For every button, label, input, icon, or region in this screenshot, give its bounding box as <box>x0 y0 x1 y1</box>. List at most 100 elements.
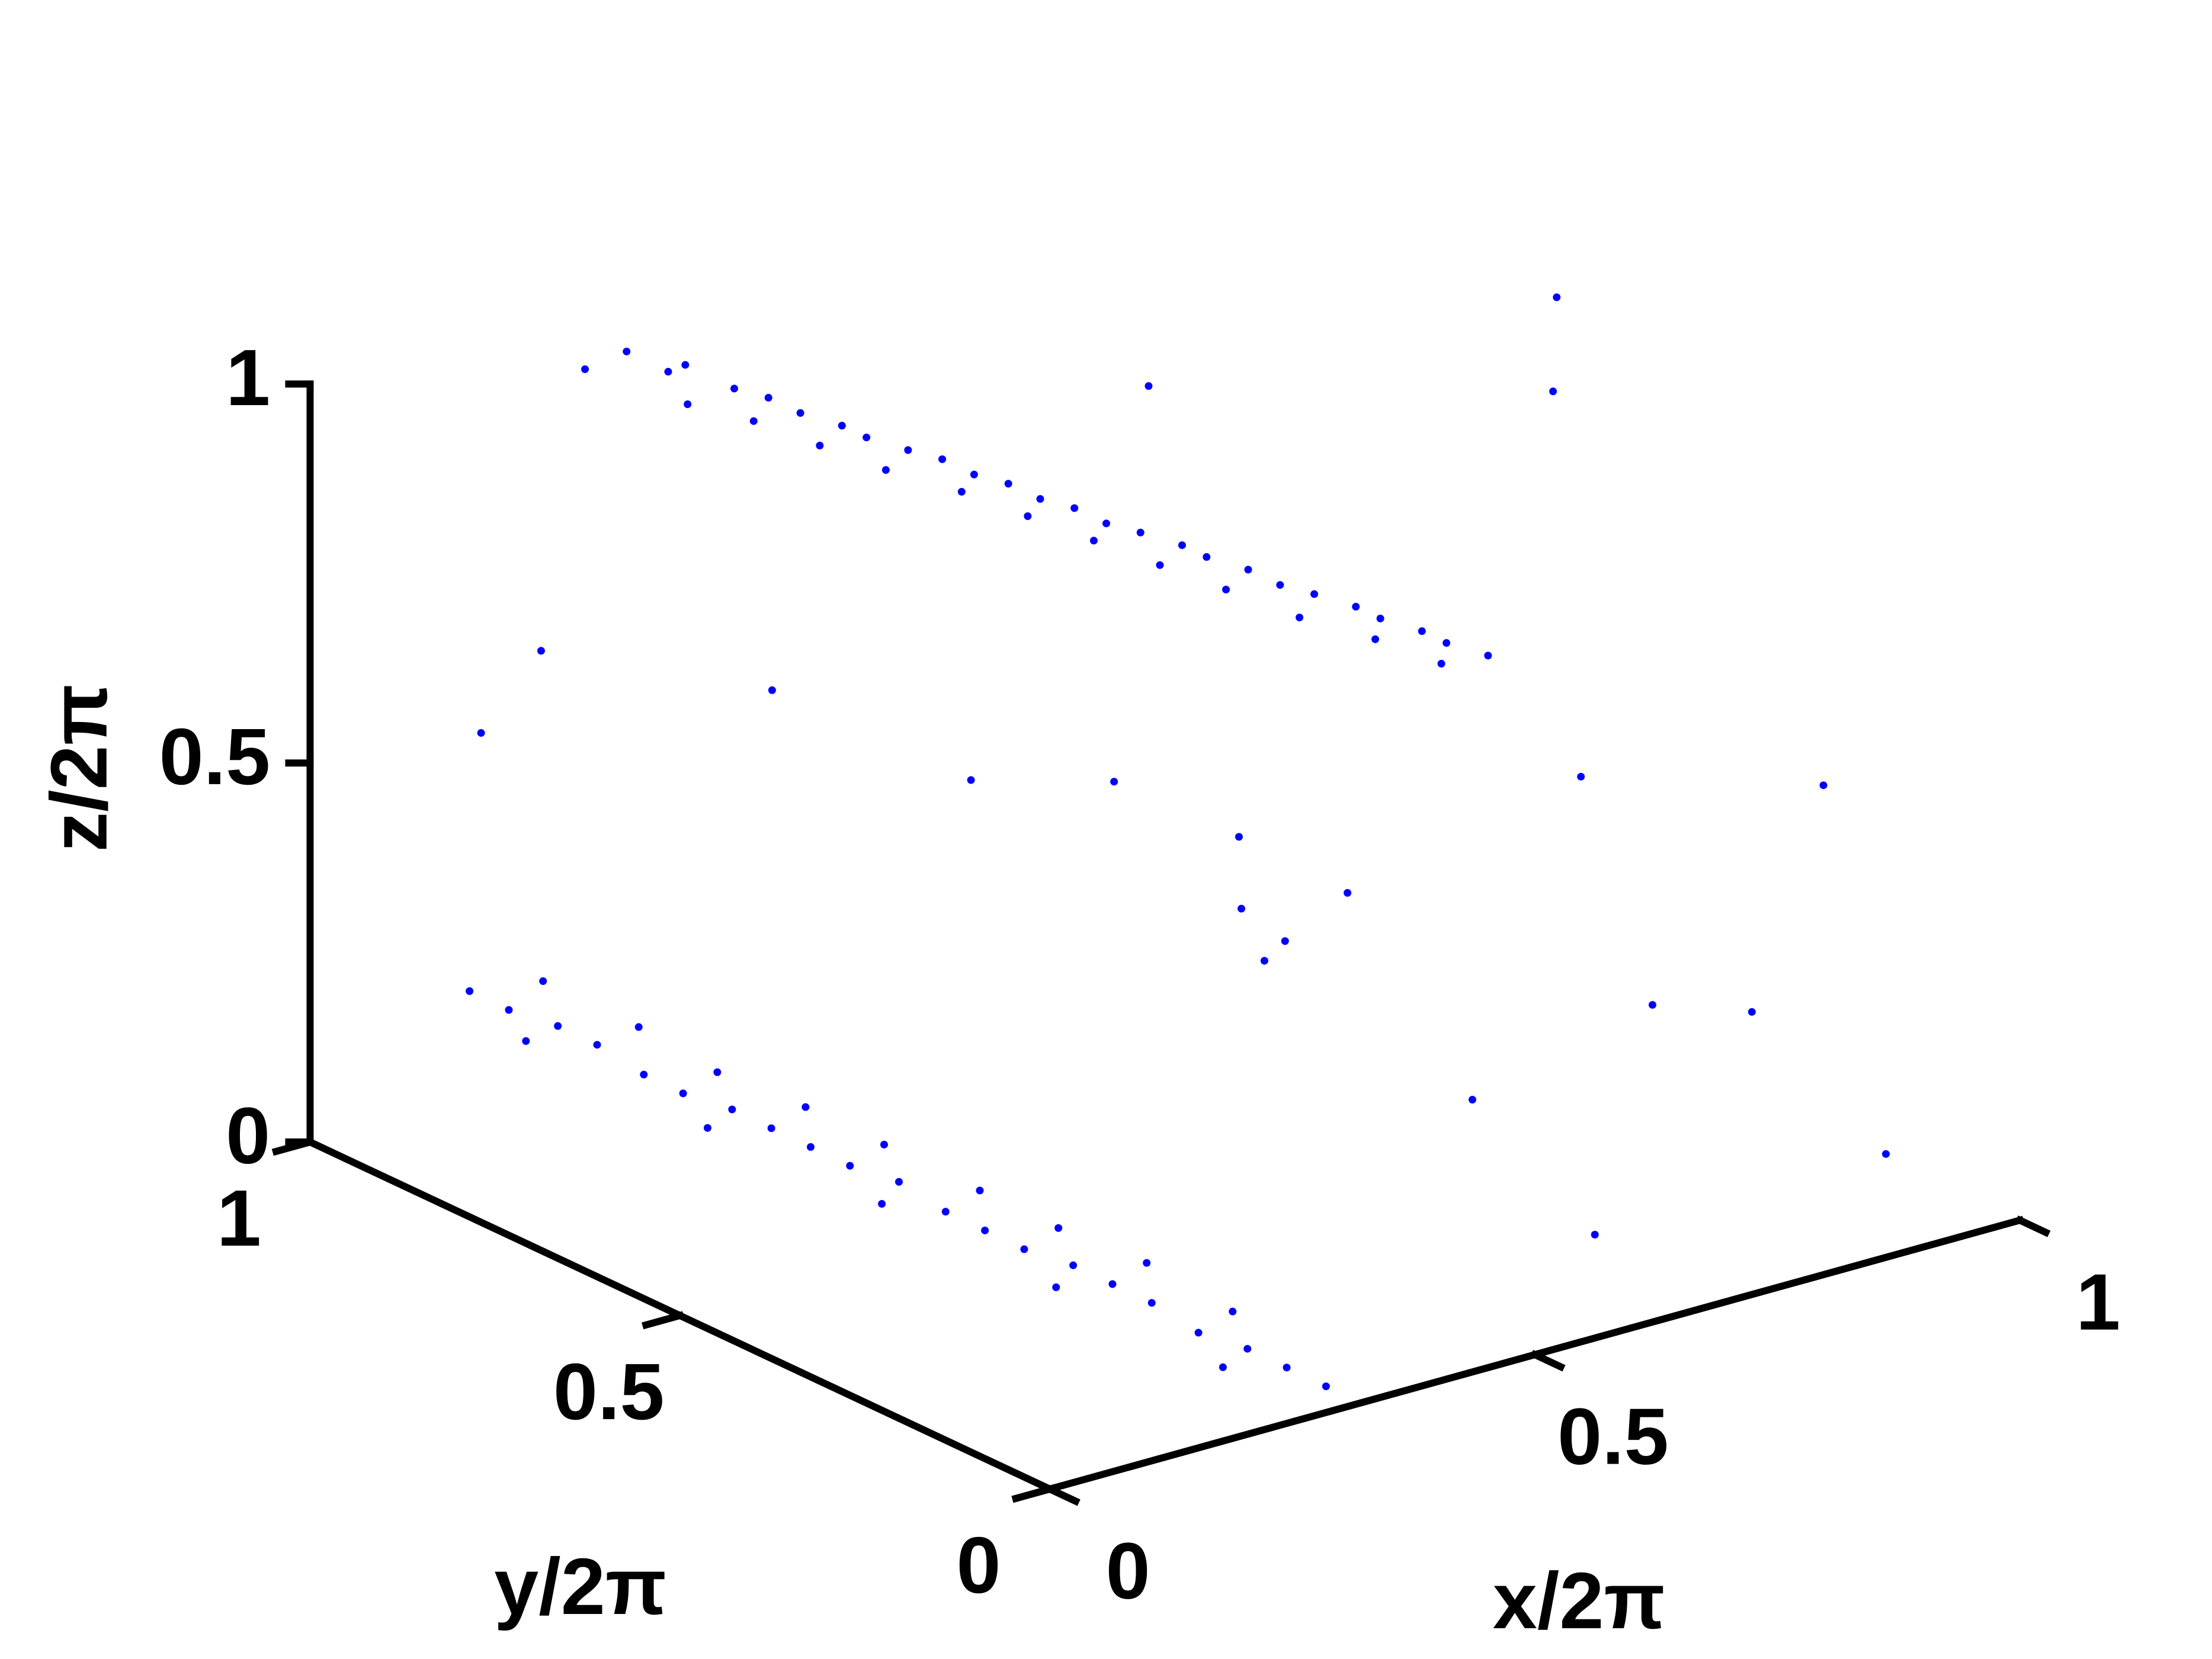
point <box>1748 1007 1756 1016</box>
point <box>581 365 589 373</box>
point <box>1418 627 1426 636</box>
point <box>1020 1245 1028 1253</box>
y-tick-label: 1 <box>217 1173 261 1263</box>
point <box>1070 504 1079 512</box>
point <box>1143 1259 1151 1267</box>
point <box>938 455 947 463</box>
point <box>1882 1150 1890 1158</box>
point <box>1229 1307 1237 1315</box>
point <box>881 466 890 474</box>
x-tick <box>2015 1215 2051 1237</box>
y-tick <box>1011 1484 1054 1503</box>
point <box>749 417 758 425</box>
point <box>1437 659 1445 668</box>
point <box>522 1037 530 1045</box>
point <box>1442 639 1451 647</box>
point <box>505 1006 513 1014</box>
point <box>623 347 631 355</box>
y-tick-label: 0 <box>956 1520 1001 1610</box>
point <box>970 470 978 479</box>
point <box>1310 590 1319 598</box>
point <box>1222 585 1230 593</box>
point <box>1004 480 1012 488</box>
point <box>1591 1230 1599 1238</box>
point <box>878 1199 886 1208</box>
point <box>1260 957 1268 965</box>
point <box>838 422 846 430</box>
point <box>1110 778 1118 786</box>
z-tick-label: 0.5 <box>159 712 271 801</box>
point <box>713 1068 722 1076</box>
point <box>767 1124 775 1132</box>
point <box>1108 1280 1117 1288</box>
x-axis-label: x/2π <box>1493 1556 1665 1645</box>
point <box>806 1143 815 1151</box>
point <box>477 729 485 737</box>
point <box>816 441 824 450</box>
point <box>593 1041 601 1049</box>
point <box>1243 1344 1252 1353</box>
x-tick <box>1045 1484 1081 1506</box>
point <box>1052 1283 1060 1291</box>
point <box>1322 1382 1330 1391</box>
z-tick-label: 0 <box>226 1091 270 1180</box>
point <box>1036 495 1044 503</box>
point <box>1178 541 1186 549</box>
point <box>640 1070 648 1079</box>
point <box>1235 833 1243 841</box>
point <box>703 1124 711 1132</box>
point <box>1376 614 1384 622</box>
point <box>728 1105 736 1114</box>
point <box>1281 937 1289 945</box>
point <box>846 1161 854 1170</box>
point <box>768 686 776 694</box>
point <box>1819 781 1828 790</box>
point <box>895 1177 903 1186</box>
point <box>1024 512 1032 521</box>
point <box>1147 1299 1156 1307</box>
point <box>1238 904 1246 913</box>
point <box>957 487 966 496</box>
point <box>1136 528 1145 537</box>
point <box>981 1226 989 1234</box>
point <box>967 776 975 784</box>
x-tick-label: 0.5 <box>1557 1392 1669 1481</box>
point <box>1194 1329 1203 1337</box>
point <box>681 361 690 369</box>
y-axis-label: y/2π <box>494 1542 666 1631</box>
point <box>880 1140 888 1148</box>
x-tick-label: 0 <box>1106 1526 1150 1616</box>
x-tick <box>1530 1350 1566 1372</box>
point <box>684 400 692 408</box>
point <box>976 1186 984 1195</box>
point <box>796 409 804 417</box>
point <box>863 434 871 442</box>
point <box>1283 1363 1291 1372</box>
y-tick-label: 0.5 <box>553 1347 665 1436</box>
point <box>1371 635 1380 643</box>
point <box>1276 581 1284 589</box>
point <box>1468 1096 1476 1104</box>
point <box>764 393 772 402</box>
point <box>664 368 672 376</box>
point <box>679 1089 687 1098</box>
point <box>1296 613 1304 621</box>
point <box>554 1022 562 1030</box>
point <box>1156 561 1164 569</box>
point <box>1352 602 1360 611</box>
point <box>1484 652 1492 660</box>
point <box>1203 553 1211 561</box>
point <box>1577 772 1585 781</box>
z-tick-label: 1 <box>226 333 270 422</box>
point <box>1145 382 1153 390</box>
x-tick-label: 1 <box>2076 1257 2120 1347</box>
point <box>466 987 474 995</box>
point <box>1069 1261 1078 1269</box>
point <box>1648 1001 1656 1009</box>
point <box>941 1208 950 1216</box>
point <box>537 647 545 655</box>
point <box>730 384 738 393</box>
point <box>802 1103 810 1111</box>
